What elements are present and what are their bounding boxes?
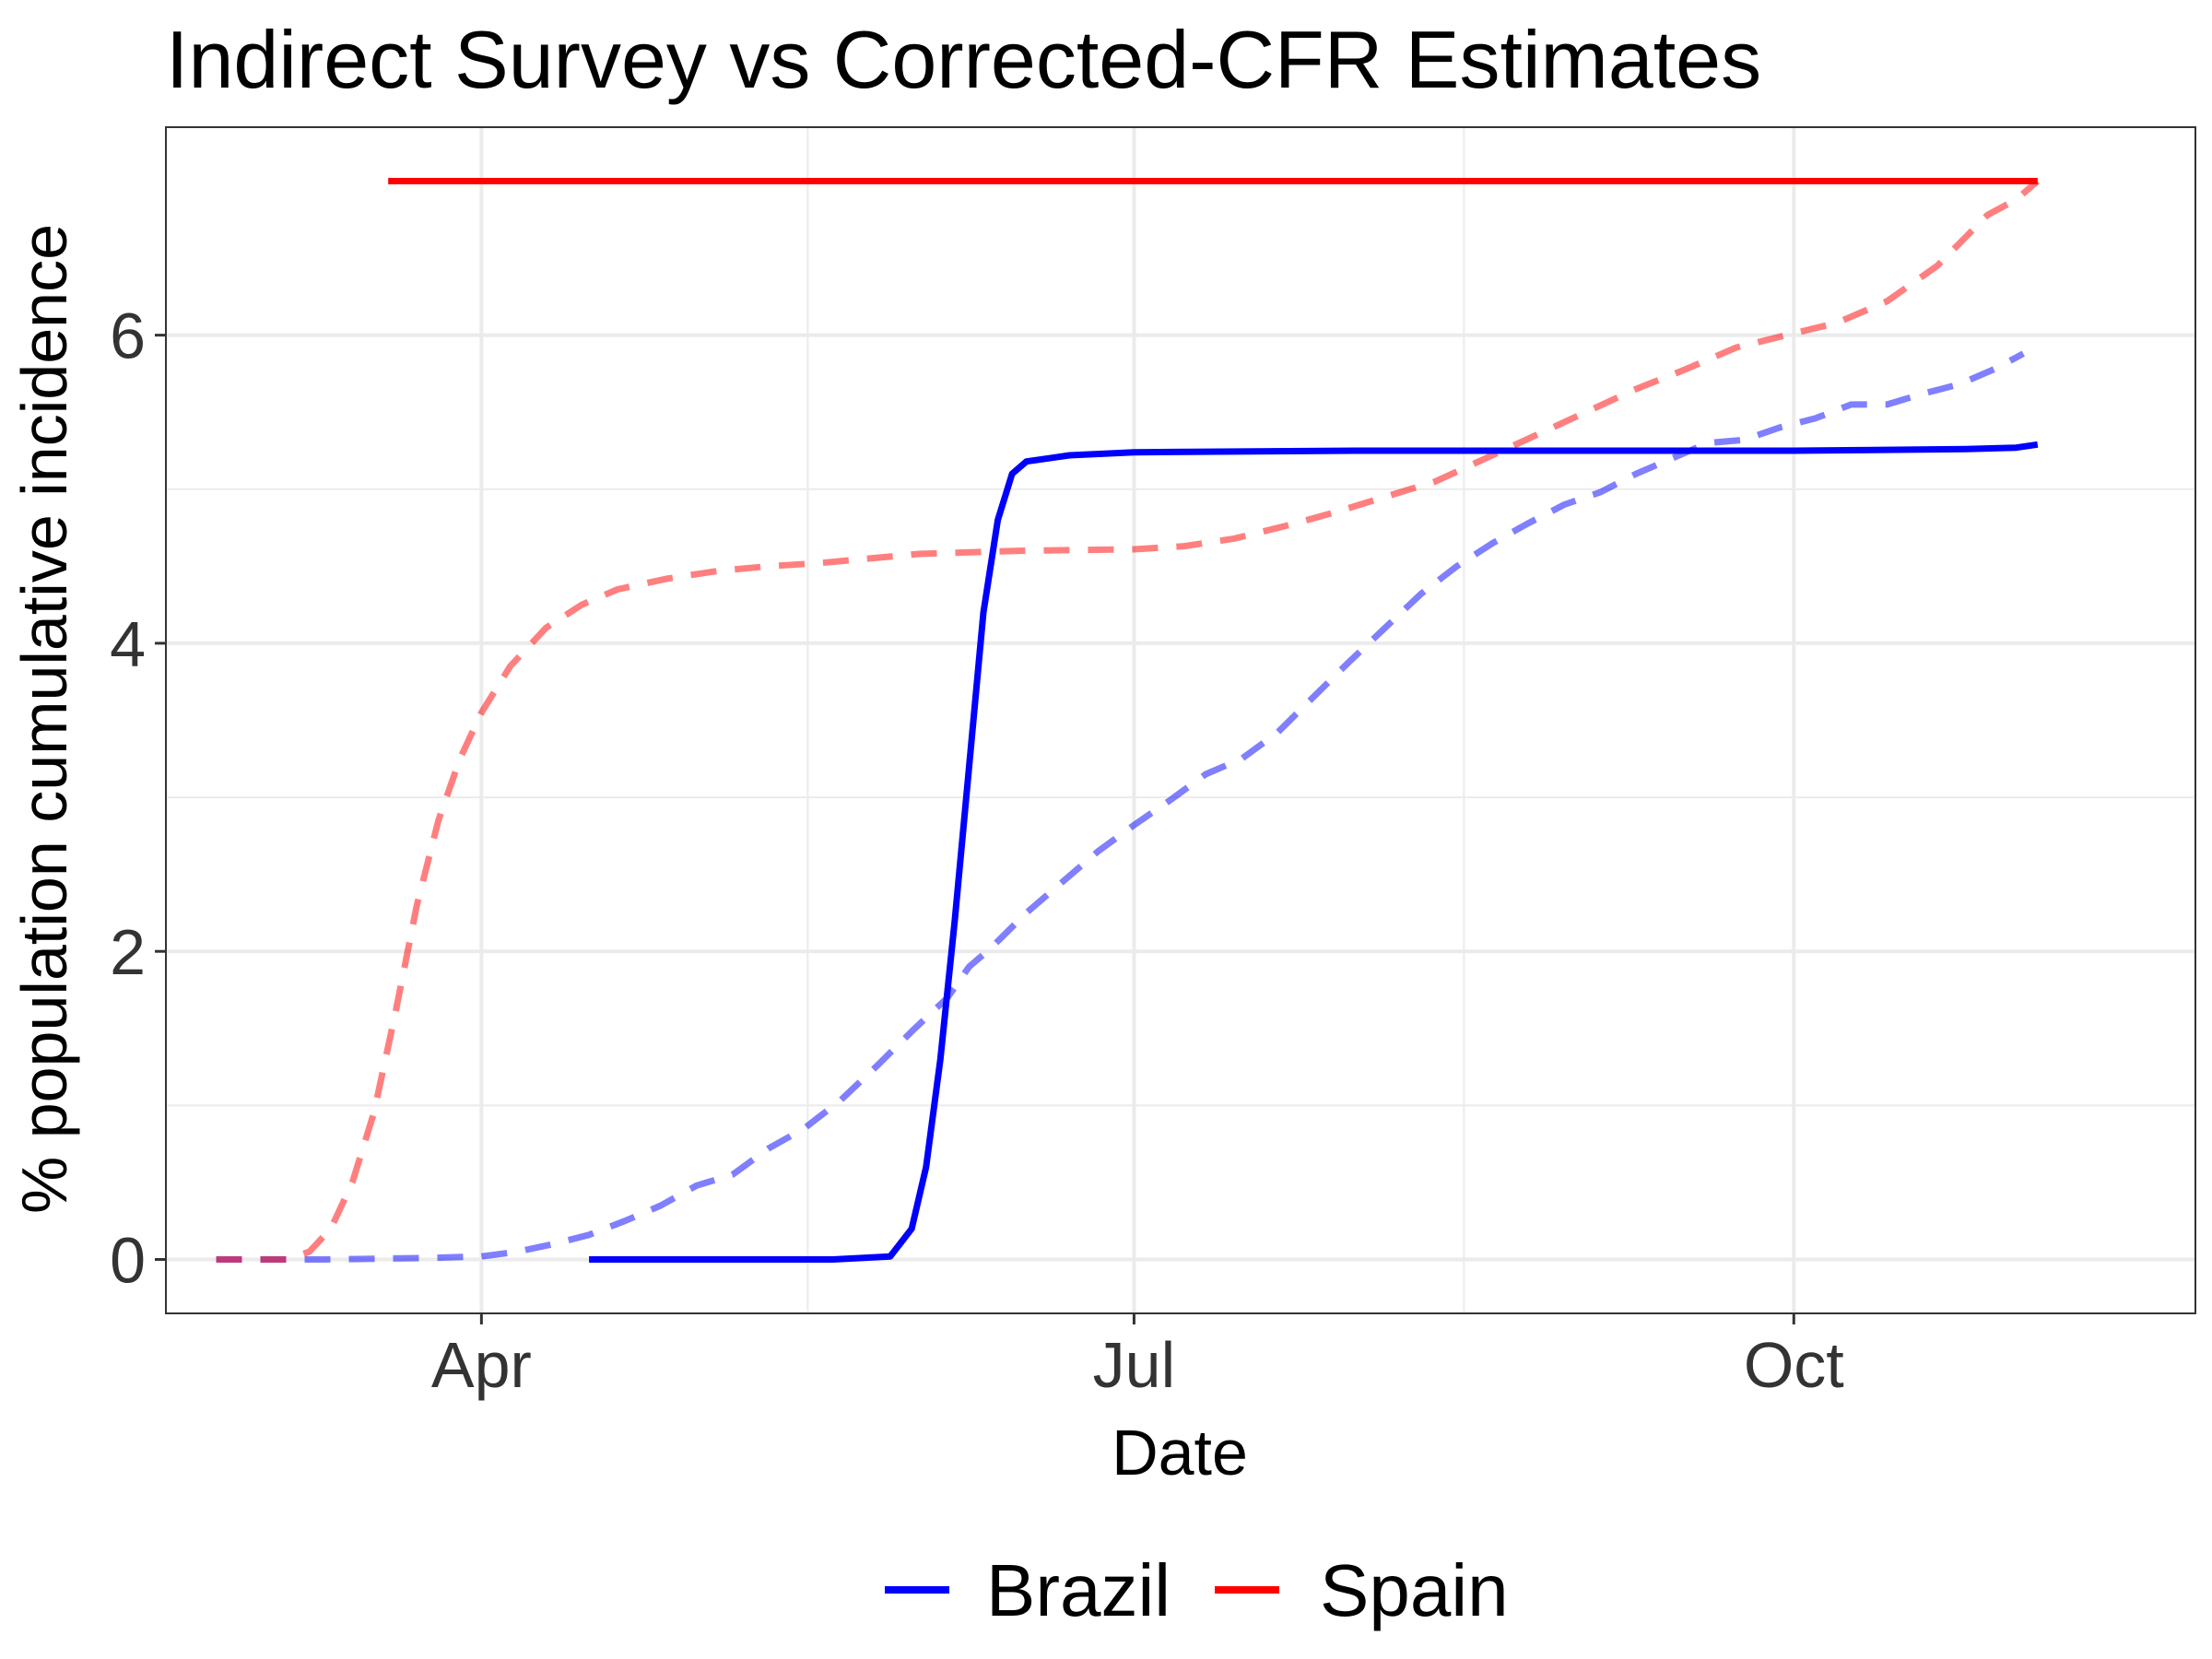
x-axis: Apr Jul Oct xyxy=(431,1313,1844,1401)
y-tick-label: 4 xyxy=(110,608,146,680)
y-axis-title: % population cumulative incidence xyxy=(8,224,80,1214)
y-tick-label: 0 xyxy=(110,1225,146,1297)
x-tick-label: Oct xyxy=(1744,1329,1844,1401)
x-tick-label: Apr xyxy=(431,1329,532,1401)
legend-label-spain: Spain xyxy=(1320,1549,1509,1631)
series-line-spain-corrected-cfr xyxy=(216,178,2041,1263)
chart-title: Indirect Survey vs Corrected-CFR Estimat… xyxy=(166,14,1761,105)
y-tick-label: 6 xyxy=(110,300,146,372)
legend-label-brazil: Brazil xyxy=(986,1549,1171,1631)
series-line-brazil-corrected-cfr xyxy=(216,350,2025,1263)
panel-border xyxy=(165,126,2196,1314)
legend: Brazil Spain xyxy=(885,1549,1509,1631)
x-axis-title: Date xyxy=(1112,1417,1248,1488)
x-tick-label: Jul xyxy=(1093,1329,1175,1401)
y-axis: 0 2 4 6 xyxy=(110,300,166,1297)
plot-panel xyxy=(165,126,2196,1314)
series-line-brazil-indirect-survey xyxy=(589,441,2039,1263)
y-tick-label: 2 xyxy=(110,916,146,988)
